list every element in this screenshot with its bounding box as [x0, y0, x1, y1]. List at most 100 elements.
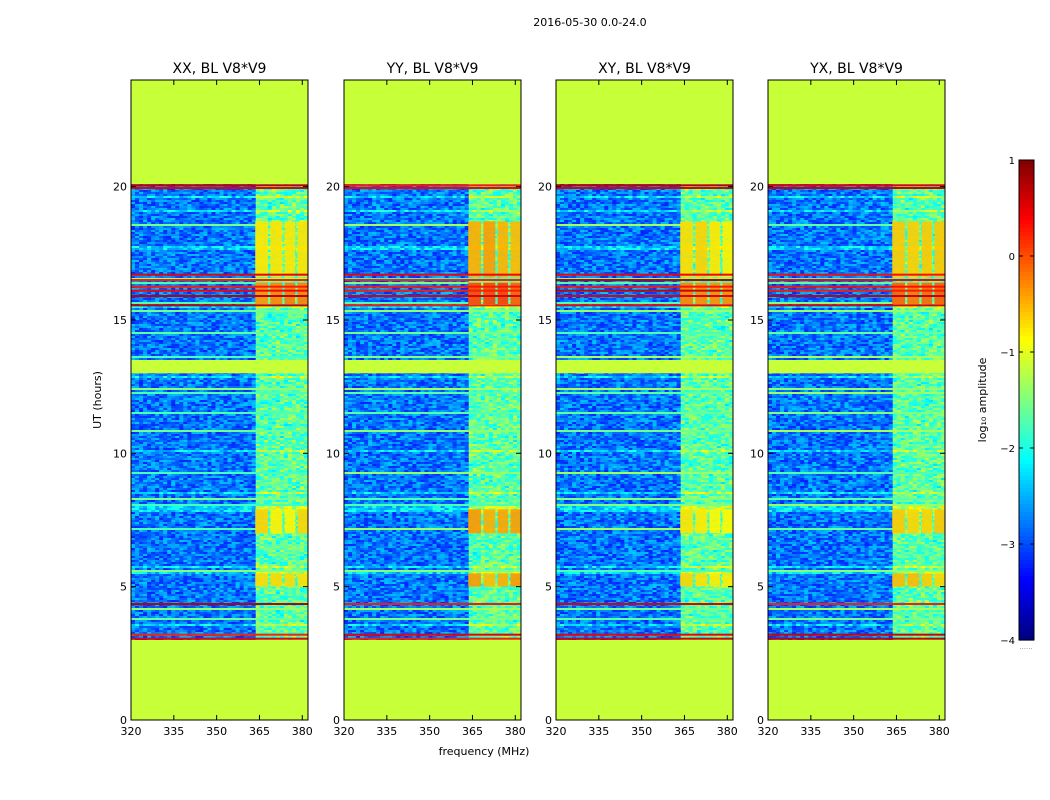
colorbar-segment: [1019, 628, 1034, 633]
rfi-block: [255, 221, 269, 278]
hot-line: [556, 289, 733, 292]
colorbar-segment: [1019, 596, 1034, 601]
hot-line: [768, 273, 945, 276]
colorbar-segment: [1019, 292, 1034, 297]
hot-line: [344, 289, 521, 292]
rfi-block: [934, 221, 945, 278]
y-tick-label: 15: [113, 314, 127, 327]
colorbar-segment: [1019, 456, 1034, 461]
y-tick-label: 20: [750, 181, 764, 194]
x-tick-label: 320: [758, 725, 779, 738]
y-tick-label: 5: [545, 581, 552, 594]
rfi-block: [510, 282, 521, 304]
rfi-block: [483, 282, 496, 304]
colorbar-segment: [1019, 600, 1034, 605]
rfi-block: [892, 282, 906, 304]
x-tick-label: 320: [121, 725, 142, 738]
colorbar-segment: [1019, 528, 1034, 533]
colorbar-segment: [1019, 312, 1034, 317]
colorbar-segment: [1019, 372, 1034, 377]
heatmap-image: [344, 80, 521, 720]
colorbar-segment: [1019, 188, 1034, 193]
y-tick-label: 5: [120, 581, 127, 594]
colorbar-segment: [1019, 540, 1034, 545]
hot-line: [344, 273, 521, 276]
rfi-block: [680, 573, 694, 587]
colorbar-segment: [1019, 356, 1034, 361]
rfi-block: [468, 282, 482, 304]
rfi-block: [709, 282, 721, 304]
rfi-block: [722, 573, 733, 587]
hot-line: [768, 184, 945, 187]
hot-line: [344, 187, 521, 189]
y-tick-label: 5: [757, 581, 764, 594]
rfi-block: [680, 509, 694, 534]
rfi-block: [907, 221, 920, 278]
hot-line: [131, 633, 308, 636]
colorbar-segment: [1019, 284, 1034, 289]
colorbar-segment: [1019, 520, 1034, 525]
y-tick-label: 0: [545, 714, 552, 727]
y-tick-label: 20: [538, 181, 552, 194]
colorbar-segment: [1019, 568, 1034, 573]
colorbar-segment: [1019, 468, 1034, 473]
rfi-block: [892, 509, 906, 534]
colorbar-segment: [1019, 348, 1034, 353]
panel-frame: [130, 79, 309, 721]
colorbar-label: log₁₀ amplitude: [976, 357, 989, 442]
rfi-block: [934, 282, 945, 304]
colorbar-segment: [1019, 592, 1034, 597]
hot-line: [556, 603, 733, 605]
rfi-block: [510, 509, 521, 534]
rfi-block: [680, 221, 694, 278]
colorbar: −4 −3 −2 −1 0 1: [1000, 156, 1035, 647]
colorbar-segment: [1019, 352, 1034, 357]
colorbar-segment: [1019, 176, 1034, 181]
gap-band: [344, 360, 521, 374]
rfi-block: [722, 221, 733, 278]
colorbar-segment: [1019, 448, 1034, 453]
rfi-block: [892, 573, 906, 587]
x-tick-label: 365: [462, 725, 483, 738]
hot-line: [131, 295, 308, 297]
colorbar-segment: [1019, 184, 1034, 189]
rfi-block: [297, 573, 308, 587]
rfi-block: [270, 509, 283, 534]
hot-line: [556, 187, 733, 189]
rfi-block: [722, 509, 733, 534]
y-tick-label: 10: [538, 447, 552, 460]
y-tick-label: 0: [757, 714, 764, 727]
hot-line: [556, 184, 733, 187]
colorbar-segment: [1019, 260, 1034, 265]
hot-line: [768, 637, 945, 640]
rfi-block: [255, 573, 269, 587]
colorbar-tick-label: −1: [1000, 348, 1015, 359]
x-tick-label: 320: [546, 725, 567, 738]
x-tick-label: 380: [505, 725, 526, 738]
y-tick-label: 10: [750, 447, 764, 460]
colorbar-segment: [1019, 272, 1034, 277]
colorbar-segment: [1019, 524, 1034, 529]
rfi-block: [284, 221, 296, 278]
hot-line: [556, 295, 733, 297]
hot-line: [344, 304, 521, 307]
colorbar-segment: [1019, 200, 1034, 205]
colorbar-segment: [1019, 444, 1034, 449]
hot-line: [131, 637, 308, 640]
hot-line: [344, 184, 521, 187]
x-tick-label: 350: [419, 725, 440, 738]
colorbar-segment: [1019, 256, 1034, 261]
x-tick-label: 365: [674, 725, 695, 738]
panel-title: XX, BL V8*V9: [173, 61, 267, 77]
rfi-block: [483, 221, 496, 278]
panel-title: XY, BL V8*V9: [598, 61, 691, 77]
colorbar-segment: [1019, 232, 1034, 237]
colorbar-segment: [1019, 508, 1034, 513]
colorbar-segment: [1019, 228, 1034, 233]
colorbar-segment: [1019, 376, 1034, 381]
rfi-block: [907, 282, 920, 304]
panel-2: YY, BL V8*V9 320 335 350 365 380 0 5 10 15 20: [326, 61, 526, 738]
y-tick-label: 0: [333, 714, 340, 727]
colorbar-segment: [1019, 612, 1034, 617]
